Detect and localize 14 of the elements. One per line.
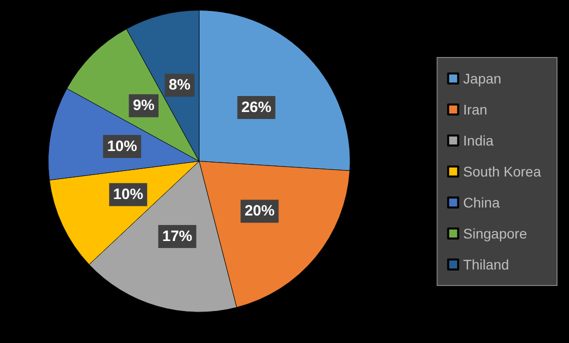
legend-label: India [463, 132, 494, 148]
data-label: 10% [107, 138, 138, 156]
data-label: 17% [162, 228, 192, 246]
legend-label: China [463, 194, 500, 210]
data-label: 8% [168, 76, 190, 94]
legend-label: Japan [463, 70, 502, 86]
legend-label: Singapore [463, 226, 528, 242]
legend-label: South Korea [463, 164, 542, 180]
data-label: 9% [132, 97, 155, 114]
data-label: 10% [113, 186, 144, 204]
data-label: 26% [241, 99, 272, 116]
legend-label: Thiland [463, 256, 510, 272]
legend-label: Iran [463, 102, 488, 118]
data-label: 20% [244, 202, 275, 220]
